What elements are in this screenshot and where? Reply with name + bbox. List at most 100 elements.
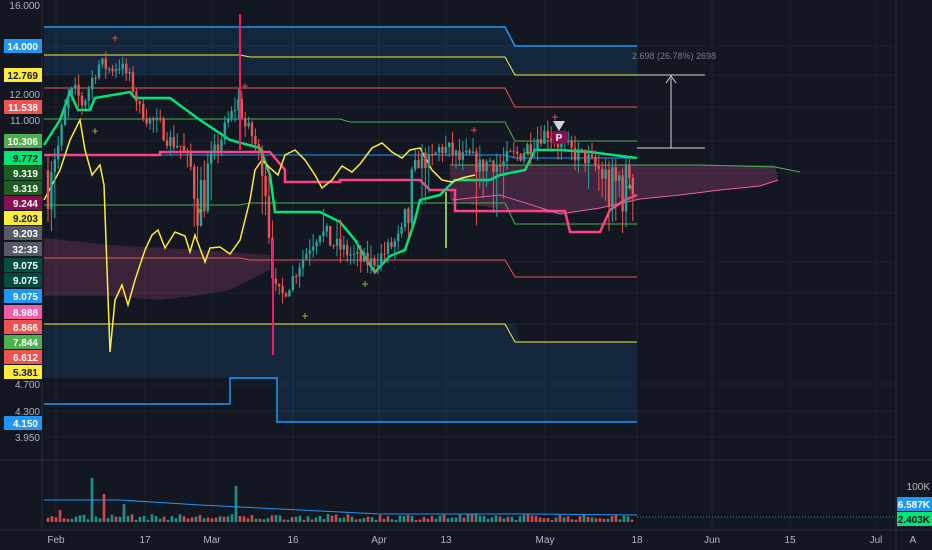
candle-body [556, 142, 560, 148]
y-axis-tick: 4.700 [15, 380, 40, 391]
volume-bar [370, 517, 374, 522]
price-badge [4, 226, 42, 240]
volume-badge [897, 512, 932, 526]
volume-bar [374, 519, 378, 522]
candle-body [301, 259, 305, 268]
senkou-b-line [451, 179, 779, 215]
candle-body [611, 167, 614, 208]
candle-body [601, 168, 604, 179]
candle-body [570, 140, 573, 148]
candle-body [471, 151, 475, 154]
price-badge-label: 10.306 [7, 137, 38, 148]
volume-bar [342, 517, 346, 522]
volume-bar [362, 517, 366, 522]
candle-body [182, 145, 186, 151]
volume-bar [470, 514, 474, 522]
candle-body [152, 118, 155, 121]
volume-bar [214, 517, 218, 522]
event-marker-bg [552, 131, 567, 144]
volume-bar [614, 514, 618, 522]
candle-body [196, 198, 199, 226]
candle-body [465, 150, 468, 153]
volume-bar [318, 515, 322, 522]
candle-body [332, 245, 335, 247]
fib-line [44, 26, 637, 47]
volume-bar [238, 516, 242, 522]
candle-body [295, 276, 298, 278]
volume-bar [358, 518, 362, 522]
candle-body [74, 84, 77, 88]
volume-bar [558, 515, 562, 522]
volume-bar [314, 517, 318, 522]
volume-bar [234, 486, 238, 522]
candle-body [291, 276, 294, 291]
candle-body [478, 159, 481, 172]
volume-bar [598, 518, 602, 522]
candle-body [145, 119, 148, 124]
price-badge [4, 273, 42, 287]
volume-bar [382, 518, 386, 522]
candle-body [546, 130, 549, 139]
candle-body [216, 144, 220, 151]
volume-bar [146, 519, 150, 522]
volume-bar [134, 519, 138, 522]
candle-body [138, 101, 141, 104]
price-badge-label: 7.844 [13, 338, 38, 349]
price-badge [4, 416, 42, 430]
candle-body [505, 151, 509, 162]
volume-bar [394, 519, 398, 522]
volume-bar [114, 516, 118, 522]
signal-marker: + [524, 146, 531, 160]
volume-bar [526, 514, 530, 522]
volume-bar [490, 517, 494, 522]
volume-bar [478, 515, 482, 522]
volume-bar [446, 518, 450, 522]
price-badge [4, 350, 42, 364]
volume-bar [498, 516, 502, 522]
volume-bar [282, 519, 286, 522]
candle-body [383, 253, 386, 255]
signal-marker: + [626, 180, 633, 194]
price-badge-label: 8.866 [13, 323, 38, 334]
volume-bar [290, 517, 294, 522]
candle-body [437, 146, 441, 153]
volume-bar [486, 518, 490, 522]
volume-bar [330, 515, 334, 522]
candle-body [448, 142, 451, 147]
volume-bar [62, 518, 66, 522]
volume-bar [162, 516, 166, 522]
candle-body [461, 152, 464, 160]
volume-bar [170, 516, 174, 522]
volume-bar [510, 516, 514, 522]
candle-body [284, 293, 288, 297]
volume-bar [194, 516, 198, 522]
candle-body [261, 149, 264, 176]
candle-body [522, 152, 526, 161]
candle-body [125, 63, 128, 74]
volume-bar [474, 514, 478, 522]
candle-body [189, 153, 192, 167]
price-badge-label: 12.769 [7, 71, 38, 82]
candle-body [587, 154, 590, 164]
candle-body [393, 240, 396, 247]
candle-body [577, 148, 580, 161]
volume-bar [410, 515, 414, 522]
candle-body [533, 149, 536, 154]
volume-bar [630, 519, 634, 522]
candle-body [186, 150, 189, 154]
price-badge-label: 8.988 [13, 308, 38, 319]
candle-body [325, 225, 328, 232]
price-badge [4, 100, 42, 114]
y-axis-tick: 3.950 [15, 433, 40, 444]
price-badge [4, 181, 42, 195]
volume-bar [334, 514, 338, 522]
price-badge-label: 32:33 [12, 245, 38, 256]
candle-body [77, 84, 80, 96]
volume-bar [546, 518, 550, 522]
candle-body [254, 136, 257, 145]
candle-body [607, 169, 611, 208]
volume-bar [434, 518, 438, 522]
volume-bar [218, 516, 222, 522]
